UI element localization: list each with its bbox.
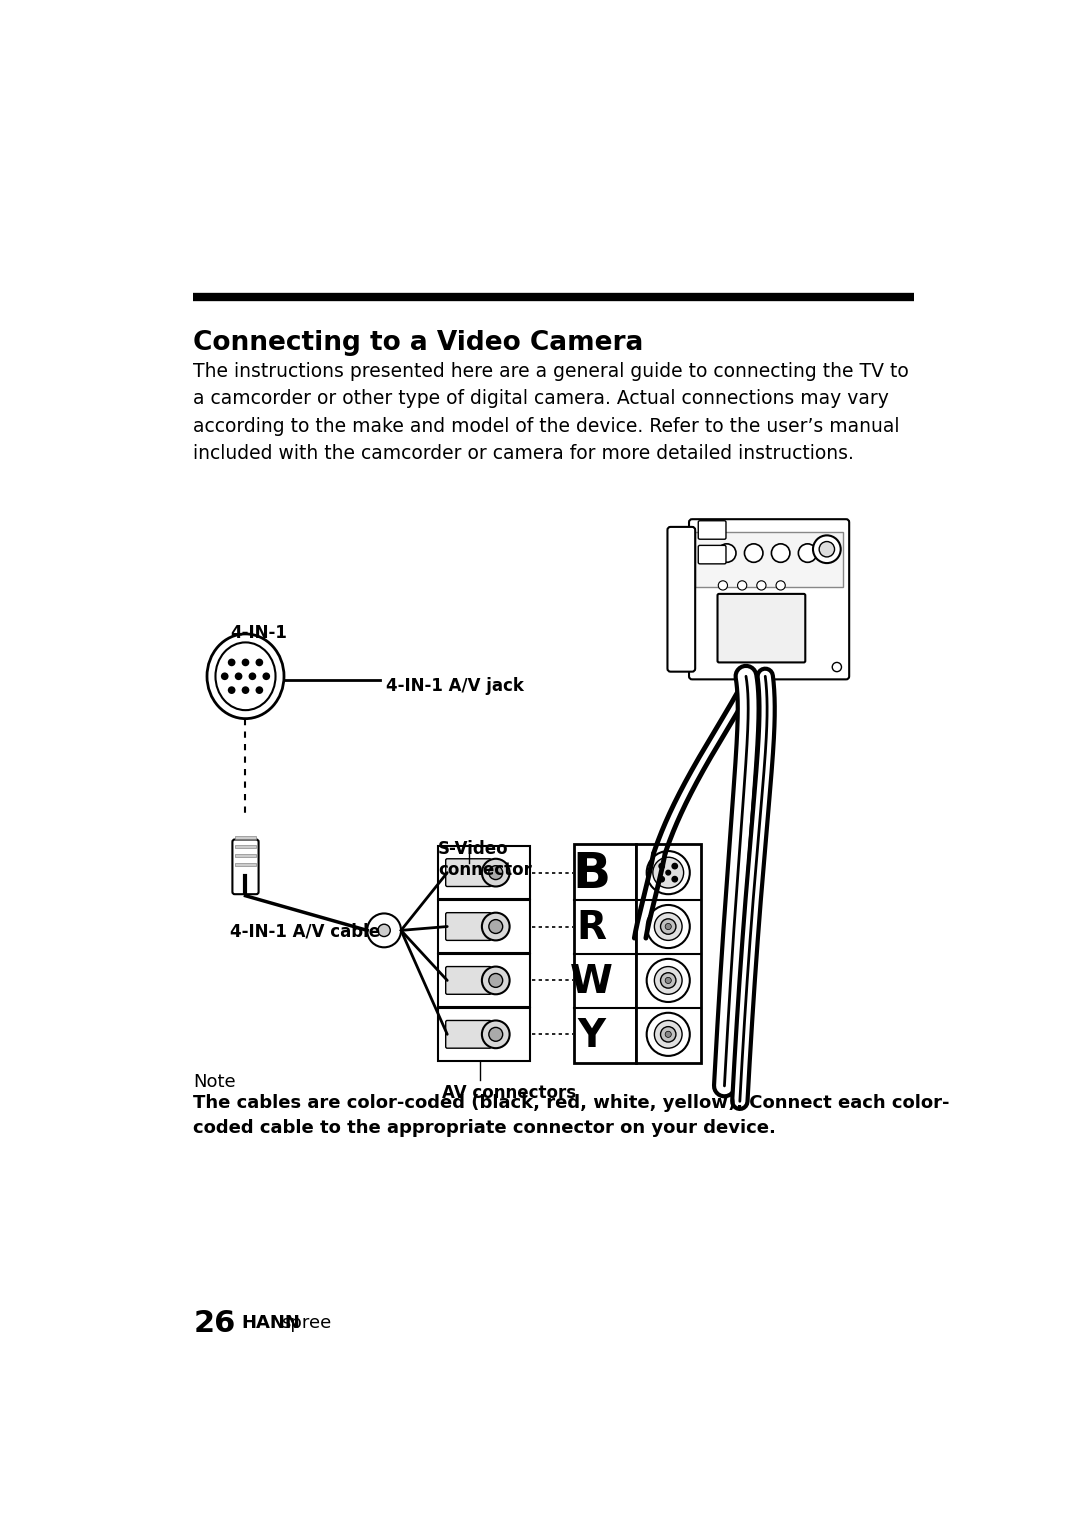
Bar	[438, 901, 530, 953]
Circle shape	[661, 919, 676, 934]
FancyBboxPatch shape	[446, 966, 491, 994]
Circle shape	[647, 852, 690, 894]
FancyBboxPatch shape	[232, 839, 258, 894]
Circle shape	[482, 966, 510, 994]
Circle shape	[652, 858, 684, 888]
Text: AV connectors: AV connectors	[442, 1084, 576, 1101]
Circle shape	[661, 972, 676, 988]
Circle shape	[672, 864, 677, 868]
Circle shape	[489, 919, 502, 934]
Circle shape	[665, 924, 672, 930]
FancyBboxPatch shape	[446, 1020, 491, 1049]
Text: S-Video
connector: S-Video connector	[438, 841, 531, 879]
FancyBboxPatch shape	[446, 859, 491, 887]
Text: The instructions presented here are a general guide to connecting the TV to
a ca: The instructions presented here are a ge…	[193, 362, 909, 463]
Bar	[438, 954, 530, 1006]
Circle shape	[378, 924, 390, 937]
Circle shape	[654, 1020, 683, 1049]
Circle shape	[672, 876, 677, 882]
Bar	[234, 864, 256, 867]
Circle shape	[228, 659, 235, 667]
Circle shape	[744, 544, 762, 563]
Ellipse shape	[216, 642, 275, 709]
Circle shape	[242, 659, 249, 667]
Bar	[438, 847, 530, 899]
Text: B: B	[572, 850, 610, 898]
Circle shape	[777, 581, 785, 590]
Ellipse shape	[207, 635, 284, 719]
Text: Note: Note	[193, 1073, 235, 1090]
FancyBboxPatch shape	[699, 521, 726, 540]
Circle shape	[718, 581, 728, 590]
Circle shape	[482, 859, 510, 887]
Circle shape	[757, 581, 766, 590]
Circle shape	[665, 1031, 672, 1037]
Circle shape	[819, 541, 835, 557]
Circle shape	[220, 673, 229, 680]
Text: 4-IN-1 A/V jack: 4-IN-1 A/V jack	[386, 676, 524, 694]
Text: HANN: HANN	[241, 1313, 300, 1332]
FancyBboxPatch shape	[689, 520, 849, 679]
Circle shape	[647, 905, 690, 948]
Text: 4-IN-1: 4-IN-1	[230, 624, 287, 642]
Text: Y: Y	[577, 1017, 605, 1055]
Text: The cables are color-coded (black, red, white, yellow). Connect each color-
code: The cables are color-coded (black, red, …	[193, 1095, 949, 1138]
Bar	[234, 855, 256, 858]
Circle shape	[242, 687, 249, 694]
Bar	[696, 532, 843, 587]
Text: spree: spree	[281, 1313, 332, 1332]
Text: 4-IN-1 A/V cable: 4-IN-1 A/V cable	[230, 922, 380, 940]
Circle shape	[248, 673, 256, 680]
FancyBboxPatch shape	[446, 913, 491, 940]
Text: 26: 26	[193, 1309, 235, 1338]
Circle shape	[666, 870, 671, 875]
Circle shape	[654, 913, 683, 940]
Circle shape	[234, 673, 242, 680]
Circle shape	[833, 662, 841, 671]
Circle shape	[659, 864, 664, 868]
Circle shape	[798, 544, 816, 563]
Circle shape	[489, 1027, 502, 1041]
Circle shape	[813, 535, 840, 563]
Circle shape	[489, 865, 502, 879]
Circle shape	[482, 1020, 510, 1049]
Circle shape	[228, 687, 235, 694]
Circle shape	[647, 959, 690, 1001]
Circle shape	[659, 876, 664, 882]
Circle shape	[256, 687, 264, 694]
Bar	[234, 846, 256, 849]
Circle shape	[665, 977, 672, 983]
Circle shape	[654, 966, 683, 994]
Circle shape	[738, 581, 746, 590]
Circle shape	[489, 974, 502, 988]
FancyBboxPatch shape	[717, 593, 806, 662]
Circle shape	[256, 659, 264, 667]
Bar	[438, 1008, 530, 1061]
Bar	[575, 844, 636, 1063]
Circle shape	[482, 913, 510, 940]
Text: W: W	[570, 963, 612, 1001]
Circle shape	[262, 673, 270, 680]
Circle shape	[771, 544, 789, 563]
FancyBboxPatch shape	[667, 528, 696, 671]
Text: Connecting to a Video Camera: Connecting to a Video Camera	[193, 330, 644, 356]
Bar	[636, 844, 701, 1063]
Circle shape	[661, 1026, 676, 1043]
Bar	[234, 836, 256, 839]
Text: R: R	[577, 910, 606, 946]
FancyBboxPatch shape	[699, 546, 726, 564]
Circle shape	[647, 1012, 690, 1057]
Circle shape	[367, 913, 401, 948]
Circle shape	[717, 544, 735, 563]
